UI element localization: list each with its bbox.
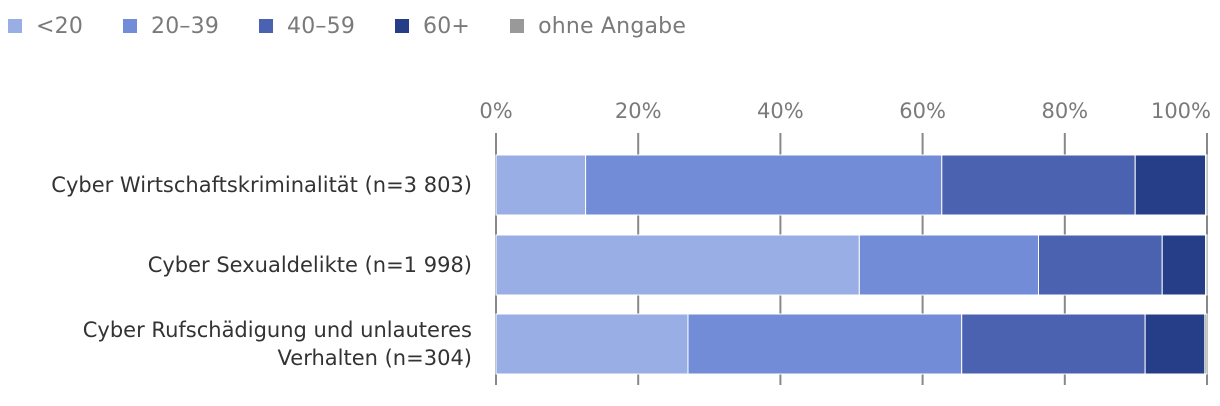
legend-item-40-59: 40–59 [259,14,355,39]
legend-swatch-20-39 [123,19,138,33]
bar-segment [495,313,689,375]
bar-segment [961,313,1146,375]
legend-swatch-ohne-angabe [510,19,525,33]
legend-label-under-20: <20 [36,13,84,39]
bar-segment [1205,154,1208,216]
legend-label-60-plus: 60+ [423,13,471,39]
legend-label-40-59: 40–59 [287,13,356,39]
category-label: Cyber Sexualdelikte (n=1 998) [148,253,472,277]
legend-item-60-plus: 60+ [395,14,470,39]
chart-legend: <20 20–39 40–59 60+ ohne Angabe [8,10,726,42]
legend-item-ohne-angabe: ohne Angabe [510,14,686,39]
category-label: Verhalten (n=304) [278,346,472,370]
x-tick-label: 60% [899,99,946,123]
bar-segment [495,154,587,216]
bar-segment [585,154,943,216]
bar-segment [687,313,963,375]
bar-segment [1144,313,1206,375]
x-tick-label: 40% [757,99,804,123]
bar-segment [495,234,860,296]
x-tick-label: 80% [1041,99,1088,123]
bar-segment [941,154,1136,216]
bar-segment [1134,154,1207,216]
x-tick-label: 0% [479,99,512,123]
bar-segment [858,234,1039,296]
legend-swatch-under-20 [8,19,22,33]
category-label: Cyber Wirtschaftskriminalität (n=3 803) [51,173,472,197]
x-tick-label: 100% [1151,99,1211,123]
x-tick-label: 20% [615,99,662,123]
legend-label-ohne-angabe: ohne Angabe [538,13,687,39]
legend-item-under-20: <20 [8,14,83,39]
legend-swatch-60-plus [395,19,410,33]
legend-item-20-39: 20–39 [123,14,219,39]
category-label: Cyber Rufschädigung und unlauteres [83,318,472,342]
legend-label-20-39: 20–39 [151,13,220,39]
legend-swatch-40-59 [259,19,274,33]
bar-segment [1037,234,1163,296]
bar-segment [1204,313,1208,375]
bar-segment [1205,234,1208,296]
bar-segment [1161,234,1207,296]
